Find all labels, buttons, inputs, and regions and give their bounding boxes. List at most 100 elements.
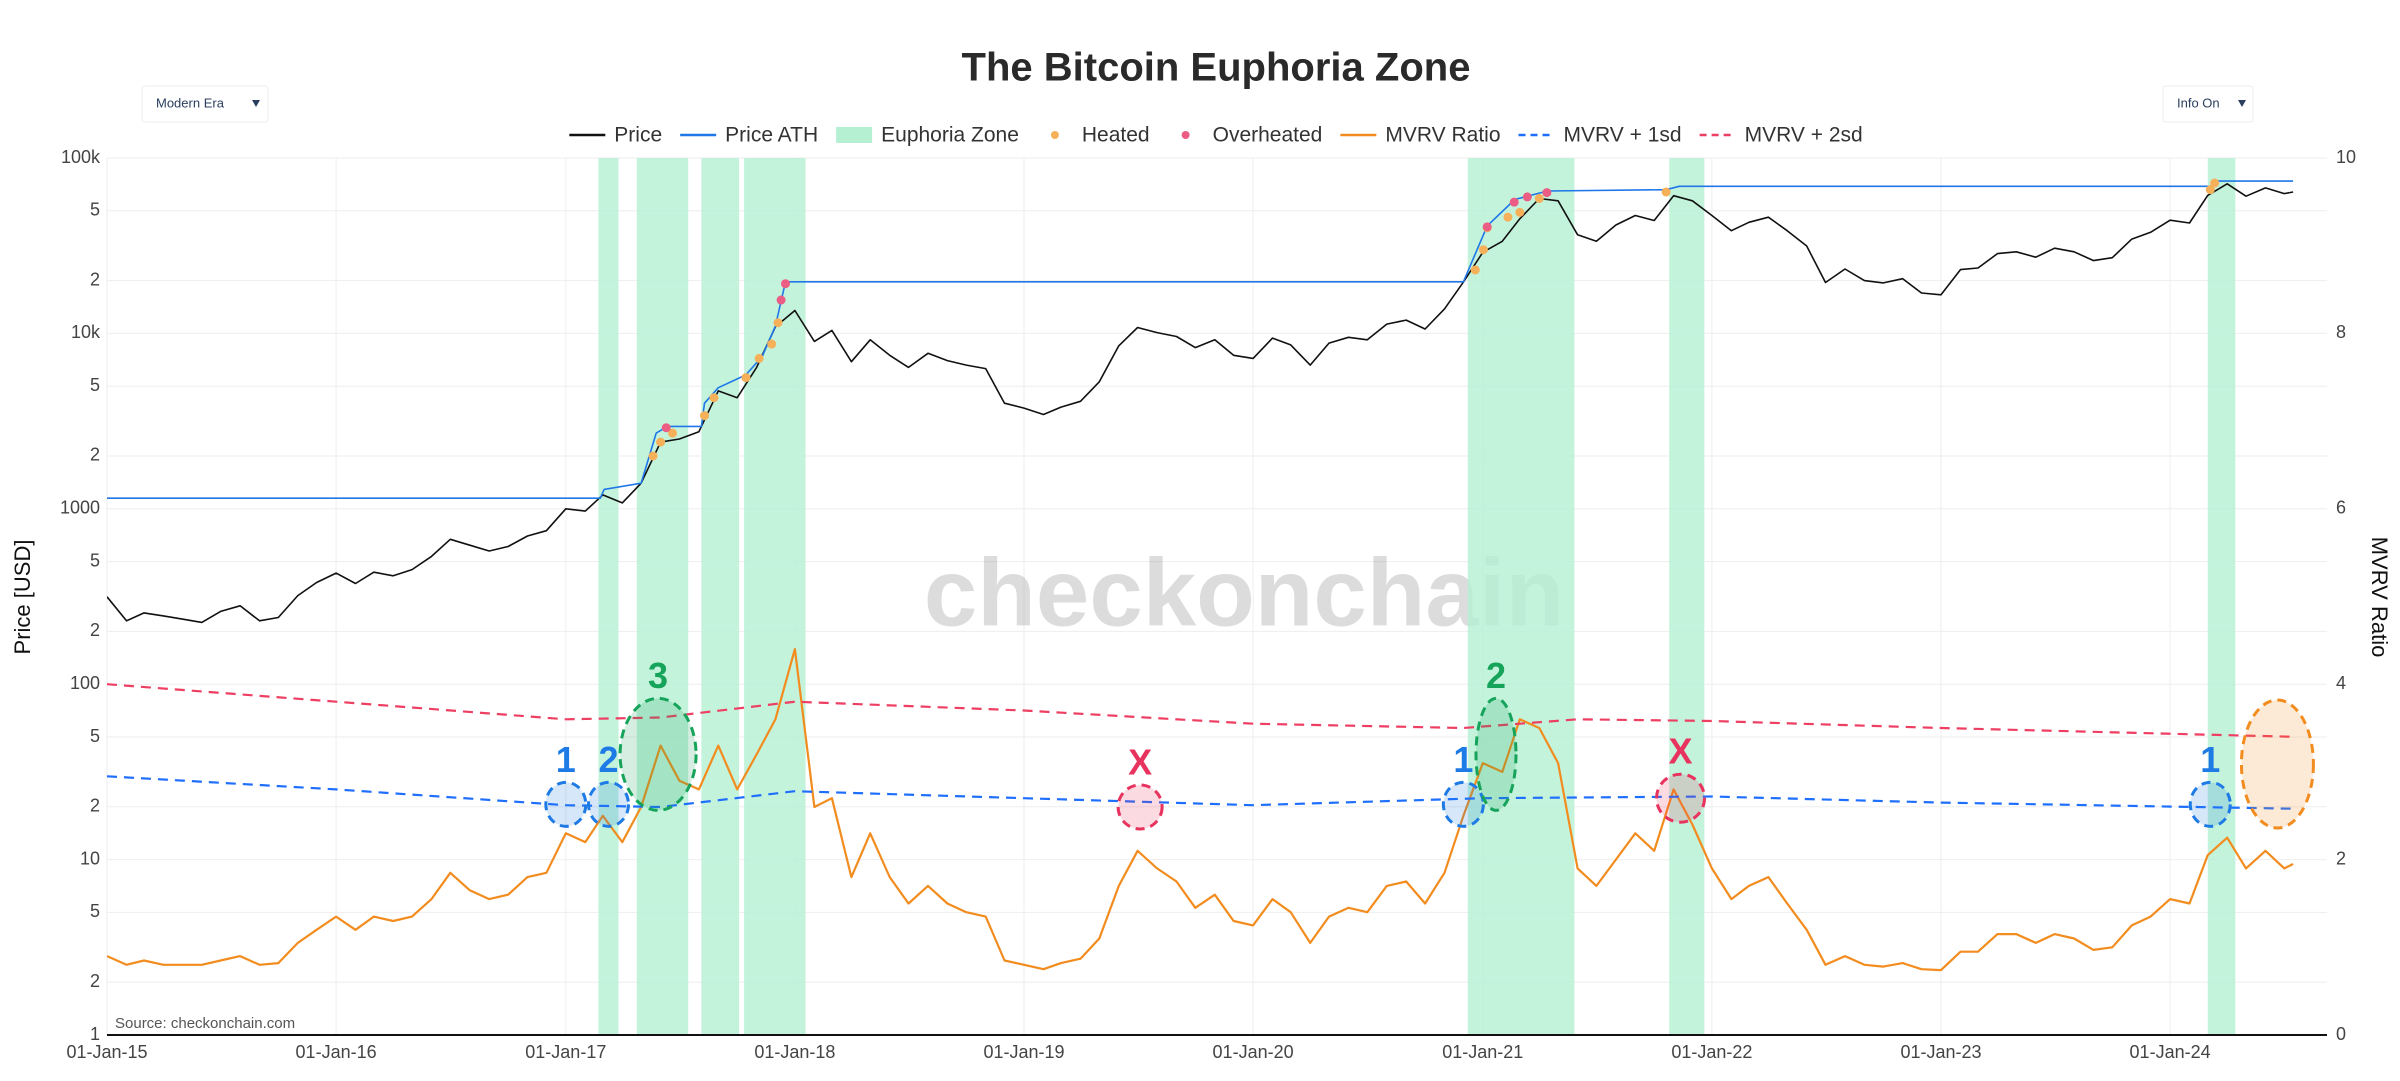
x-tick-label: 01-Jan-21 — [1442, 1042, 1523, 1062]
x-tick-label: 01-Jan-23 — [1900, 1042, 1981, 1062]
marker — [1482, 222, 1492, 232]
marker — [2210, 178, 2220, 188]
marker — [1509, 197, 1519, 207]
dropdown-box[interactable] — [141, 85, 269, 123]
marker — [1503, 212, 1513, 222]
y-tick-label: 2 — [90, 269, 100, 289]
series-line — [107, 183, 2294, 624]
y-tick-label: 2 — [90, 445, 100, 465]
legend-label: Euphoria Zone — [881, 124, 1019, 147]
annotation-label: 1 — [2200, 739, 2220, 780]
marker — [661, 423, 671, 433]
y2-axis-title: MVRV Ratio — [2367, 537, 2392, 658]
x-tick-label: 01-Jan-19 — [983, 1042, 1064, 1062]
y2-tick-label: 6 — [2336, 498, 2346, 518]
marker — [780, 279, 790, 289]
euphoria-band — [744, 158, 806, 1035]
legend-symbol — [836, 127, 873, 143]
watermark: checkonchain — [924, 539, 1564, 646]
dropdown-label[interactable]: Info On — [2177, 95, 2220, 110]
y-tick-label: 2 — [90, 796, 100, 816]
x-tick-label: 01-Jan-20 — [1213, 1042, 1294, 1062]
marker — [656, 437, 666, 447]
y-tick-label: 5 — [90, 375, 100, 395]
annotation-ellipse — [544, 780, 588, 828]
legend-label: Price ATH — [725, 124, 818, 147]
marker — [1661, 187, 1671, 197]
annotation-ellipse — [618, 696, 698, 812]
dropdown-box[interactable] — [2162, 85, 2254, 123]
annotation-ellipse — [1116, 783, 1164, 831]
annotation-label: X — [1128, 741, 1152, 782]
dropdown-arrow[interactable] — [252, 100, 260, 107]
euphoria-band — [701, 158, 740, 1035]
y2-tick-label: 4 — [2336, 673, 2346, 693]
annotation-ellipse — [1474, 696, 1518, 812]
y-tick-label: 2 — [90, 620, 100, 640]
marker — [648, 451, 658, 461]
marker — [1470, 265, 1480, 275]
euphoria-band — [598, 158, 619, 1035]
y-tick-label: 10k — [71, 322, 101, 342]
marker — [668, 428, 678, 438]
x-tick-label: 01-Jan-18 — [754, 1042, 835, 1062]
x-tick-label: 01-Jan-15 — [66, 1042, 147, 1062]
legend-symbol — [1050, 131, 1059, 139]
annotation-ellipse — [1655, 772, 1707, 824]
marker — [1534, 193, 1544, 203]
y-axis-title: Price [USD] — [10, 540, 35, 655]
y-tick-label: 5 — [90, 550, 100, 570]
legend-label: MVRV Ratio — [1385, 124, 1500, 147]
dropdown-label[interactable]: Modern Era — [156, 95, 225, 110]
marker — [754, 353, 764, 363]
y2-tick-label: 0 — [2336, 1024, 2346, 1044]
annotation-ellipse — [1441, 780, 1485, 828]
x-tick-label: 01-Jan-17 — [525, 1042, 606, 1062]
marker — [773, 318, 783, 328]
x-tick-label: 01-Jan-16 — [296, 1042, 377, 1062]
dropdown-arrow[interactable] — [2238, 100, 2246, 107]
marker — [709, 393, 719, 403]
axes: 12510251002510002510k25100k024681001-Jan… — [60, 147, 2356, 1062]
y-tick-label: 1 — [90, 1024, 100, 1044]
annotation-ellipse — [2188, 780, 2232, 828]
y-tick-label: 5 — [90, 901, 100, 921]
x-tick-label: 01-Jan-22 — [1671, 1042, 1752, 1062]
y-tick-label: 5 — [90, 726, 100, 746]
annotation-label: 1 — [1453, 739, 1473, 780]
source-note: Source: checkonchain.com — [115, 1015, 295, 1032]
marker — [1522, 192, 1532, 202]
annotation-label: 2 — [1486, 655, 1506, 696]
marker — [1542, 188, 1552, 198]
marker — [700, 411, 710, 421]
marker — [1515, 207, 1525, 217]
y-tick-label: 10 — [80, 848, 100, 868]
y-tick-label: 5 — [90, 200, 100, 220]
marker — [741, 373, 751, 383]
marker — [776, 295, 786, 305]
legend-label: Heated — [1082, 124, 1150, 147]
dropdown[interactable]: Modern Era — [141, 85, 269, 123]
y2-tick-label: 2 — [2336, 848, 2346, 868]
euphoria-band — [1669, 158, 1705, 1035]
legend-label: MVRV + 2sd — [1745, 124, 1863, 147]
annotation-ellipse — [2239, 698, 2315, 830]
y-tick-label: 1000 — [60, 498, 100, 518]
y-tick-label: 2 — [90, 971, 100, 991]
euphoria-band — [636, 158, 689, 1035]
marker — [2205, 185, 2215, 195]
chart-title: The Bitcoin Euphoria Zone — [962, 46, 1471, 90]
legend-label: Price — [614, 124, 662, 147]
dropdown[interactable]: Info On — [2162, 85, 2254, 123]
annotation-label: 1 — [556, 739, 576, 780]
annotation-ellipse — [586, 780, 630, 828]
legend-symbol — [1181, 131, 1190, 139]
legend-label: Overheated — [1213, 124, 1323, 147]
series-line — [107, 648, 2294, 972]
euphoria-band — [2207, 158, 2236, 1035]
marker — [767, 339, 777, 349]
y-tick-label: 100k — [61, 147, 101, 167]
